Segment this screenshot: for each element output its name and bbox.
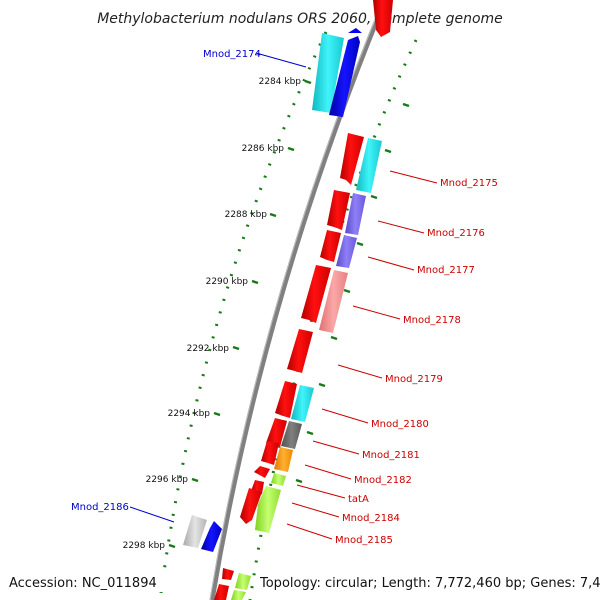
genome-backbone bbox=[209, 4, 386, 600]
gene-label[interactable]: Mnod_2180 bbox=[371, 419, 429, 430]
gene-label[interactable]: Mnod_2185 bbox=[335, 535, 393, 546]
gene-label[interactable]: Mnod_2174 bbox=[203, 49, 261, 60]
gene-red-2180[interactable] bbox=[275, 381, 297, 418]
gene-label[interactable]: Mnod_2177 bbox=[417, 265, 475, 276]
gene-label[interactable]: Mnod_2178 bbox=[403, 315, 461, 326]
gene-red-2179[interactable] bbox=[287, 329, 313, 373]
gene-label[interactable]: Mnod_2181 bbox=[362, 450, 420, 461]
gene-lime-bottom-2[interactable] bbox=[231, 590, 246, 600]
gene-gray-2181[interactable] bbox=[281, 421, 302, 449]
gene-gray-2186[interactable] bbox=[183, 515, 207, 548]
gene-lime-2185[interactable] bbox=[255, 486, 281, 533]
outer-tick-bars bbox=[295, 102, 410, 484]
gene-red-2184b[interactable] bbox=[240, 488, 262, 524]
gene-label[interactable]: Mnod_2186 bbox=[71, 502, 129, 513]
gene-blue-2186[interactable] bbox=[201, 521, 222, 552]
kbp-label: 2296 kbp bbox=[146, 475, 189, 485]
kbp-label: 2294 kbp bbox=[168, 409, 211, 419]
kbp-label: 2292 kbp bbox=[187, 344, 230, 354]
gene-pink-2178[interactable] bbox=[319, 270, 348, 333]
footer-right-bg bbox=[257, 572, 593, 592]
genes-forward-strand-colored bbox=[231, 138, 382, 600]
genes-reverse-strand bbox=[312, 0, 393, 117]
map-title: Methylobacterium nodulans ORS 2060, comp… bbox=[97, 11, 503, 27]
gene-purple-2176[interactable] bbox=[345, 193, 366, 235]
leader-lines-right bbox=[286, 170, 438, 540]
gene-mnod-2174-cyan[interactable] bbox=[312, 33, 344, 113]
gene-label[interactable]: Mnod_2182 bbox=[354, 475, 412, 486]
gene-labels-right: Mnod_2175 Mnod_2176 Mnod_2177 Mnod_2178 … bbox=[335, 178, 498, 546]
leader-lines-left bbox=[129, 52, 307, 523]
gene-purple-2177[interactable] bbox=[336, 235, 357, 268]
gene-red-2177[interactable] bbox=[320, 230, 341, 262]
accession-text: Accession: NC_011894 bbox=[9, 576, 157, 591]
gene-label[interactable]: Mnod_2184 bbox=[342, 513, 400, 524]
kbp-label: 2284 kbp bbox=[259, 77, 302, 87]
gene-mnod-2174-blue[interactable] bbox=[329, 36, 360, 117]
gene-cyan-2180[interactable] bbox=[291, 385, 314, 422]
topology-text: Topology: circular; Length: 7,772,460 bp… bbox=[259, 576, 600, 591]
gene-red-2181[interactable] bbox=[266, 418, 287, 447]
kbp-label: 2298 kbp bbox=[123, 541, 166, 551]
genes-left-2186 bbox=[183, 515, 222, 552]
gene-lime-tata[interactable] bbox=[271, 473, 286, 486]
gene-red-2176[interactable] bbox=[327, 190, 350, 230]
gene-red-bottom-2[interactable] bbox=[214, 584, 229, 600]
kbp-label: 2288 kbp bbox=[225, 210, 268, 220]
gene-label[interactable]: Mnod_2175 bbox=[440, 178, 498, 189]
gene-small-blue[interactable] bbox=[348, 28, 362, 33]
footer-left-bg bbox=[6, 572, 176, 592]
kbp-label: 2290 kbp bbox=[206, 277, 249, 287]
gene-orange-2182[interactable] bbox=[274, 447, 293, 472]
kbp-label: 2286 kbp bbox=[242, 144, 285, 154]
gene-label[interactable]: tatA bbox=[348, 494, 369, 505]
gene-label[interactable]: Mnod_2179 bbox=[385, 374, 443, 385]
gene-label[interactable]: Mnod_2176 bbox=[427, 228, 485, 239]
gene-lime-bottom[interactable] bbox=[235, 573, 251, 590]
gene-red-2182[interactable] bbox=[261, 441, 279, 465]
gene-red-2178[interactable] bbox=[301, 265, 331, 323]
genome-backbone-highlight bbox=[209, 4, 382, 600]
gene-cyan-2175[interactable] bbox=[356, 138, 382, 193]
genes-forward-strand-red bbox=[214, 133, 364, 600]
gene-top-red[interactable] bbox=[373, 0, 393, 37]
kbp-tick-bars bbox=[168, 79, 312, 549]
gene-red-2175[interactable] bbox=[340, 133, 364, 185]
gene-red-tata[interactable] bbox=[254, 466, 270, 478]
gene-red-bottom[interactable] bbox=[222, 568, 234, 580]
kbp-tick-labels: 2284 kbp 2286 kbp 2288 kbp 2290 kbp 2292… bbox=[123, 77, 302, 551]
gene-labels-left: Mnod_2174 Mnod_2186 bbox=[71, 49, 261, 513]
